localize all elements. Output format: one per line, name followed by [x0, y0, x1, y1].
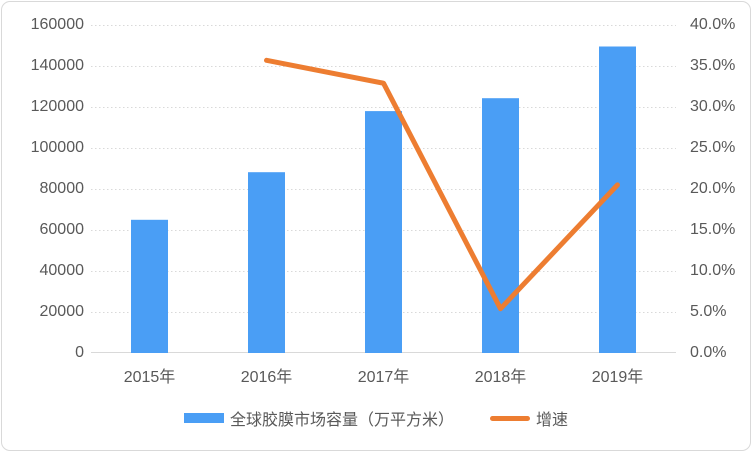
- left-axis-tick-100000: 100000: [30, 139, 84, 156]
- x-axis-label-2017年: 2017年: [357, 369, 410, 386]
- x-axis-label-2015年: 2015年: [123, 369, 176, 386]
- legend-item-line-series: 增速: [490, 406, 568, 430]
- right-axis-tick-5.0%: 5.0%: [690, 303, 727, 320]
- right-axis-tick-35.0%: 35.0%: [690, 57, 736, 74]
- right-axis-tick-10.0%: 10.0%: [690, 262, 736, 279]
- right-axis-tick-0.0%: 0.0%: [690, 344, 727, 361]
- right-axis-tick-15.0%: 15.0%: [690, 221, 736, 238]
- bar-2016年: [248, 172, 285, 353]
- x-axis-label-2019年: 2019年: [591, 369, 644, 386]
- bar-series-label: 全球胶膜市场容量（万平方米）: [229, 412, 454, 429]
- right-axis-tick-20.0%: 20.0%: [690, 180, 736, 197]
- x-axis-label-2018年: 2018年: [474, 369, 527, 386]
- bar-2015年: [131, 219, 168, 353]
- x-axis-label-2016年: 2016年: [240, 369, 293, 386]
- chart-canvas: [91, 25, 676, 353]
- right-axis-tick-25.0%: 25.0%: [690, 139, 736, 156]
- left-axis-tick-120000: 120000: [30, 98, 84, 115]
- bar-series-swatch-icon: [183, 413, 224, 423]
- bar-2018年: [482, 98, 519, 353]
- legend: 全球胶膜市场容量（万平方米） 增速: [2, 406, 750, 430]
- bar-2017年: [365, 111, 402, 353]
- left-axis-tick-40000: 40000: [39, 262, 85, 279]
- plot-area: [91, 25, 676, 353]
- right-axis-tick-40.0%: 40.0%: [690, 16, 736, 33]
- legend-item-bar-series: 全球胶膜市场容量（万平方米）: [183, 406, 454, 430]
- left-axis-tick-140000: 140000: [30, 57, 84, 74]
- growth-rate-line: [264, 57, 620, 312]
- left-axis-tick-0: 0: [75, 344, 84, 361]
- left-axis-tick-20000: 20000: [39, 303, 85, 320]
- line-series-swatch-icon: [490, 415, 530, 421]
- left-axis-tick-60000: 60000: [39, 221, 85, 238]
- right-axis-tick-30.0%: 30.0%: [690, 98, 736, 115]
- line-series-label: 增速: [536, 412, 569, 429]
- left-axis-tick-160000: 160000: [30, 16, 84, 33]
- left-axis-tick-80000: 80000: [39, 180, 85, 197]
